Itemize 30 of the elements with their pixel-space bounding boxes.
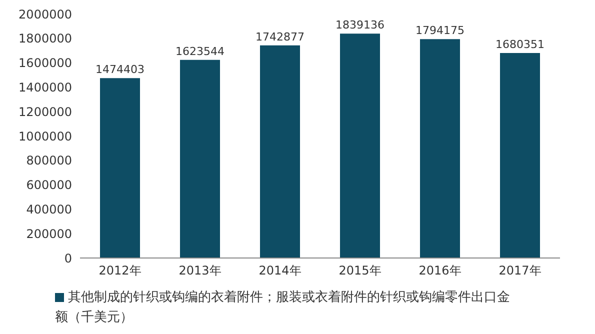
- data-label: 1839136: [336, 18, 384, 32]
- x-tick-label: 2012年: [98, 264, 142, 278]
- y-tick-label: 1000000: [18, 129, 72, 144]
- y-tick-label: 1800000: [18, 32, 72, 46]
- y-tick-label: 600000: [26, 178, 72, 192]
- bar: [180, 60, 220, 258]
- data-label: 1794175: [416, 24, 464, 38]
- y-tick-label: 0: [64, 251, 72, 266]
- y-tick-label: 1400000: [18, 80, 72, 94]
- bar: [420, 39, 460, 258]
- y-tick-label: 1200000: [18, 104, 72, 119]
- x-tick-label: 2013年: [178, 264, 222, 278]
- data-label: 1474403: [96, 63, 144, 76]
- x-tick-label: 2014年: [258, 264, 302, 278]
- y-tick-label: 400000: [26, 202, 72, 216]
- y-tick-label: 200000: [26, 226, 72, 241]
- data-label: 1742877: [256, 30, 304, 44]
- legend-label: 其他制成的针织或钩编的衣着附件；服装或衣着附件的针织或钩编零件出口金额（千美元）: [55, 290, 510, 325]
- data-label: 1623544: [176, 44, 224, 58]
- bar: [260, 45, 300, 258]
- y-tick-label: 2000000: [18, 7, 72, 22]
- y-tick-label: 800000: [26, 154, 72, 168]
- data-label: 1680351: [496, 38, 544, 51]
- x-tick-label: 2016年: [418, 264, 462, 278]
- bar: [340, 34, 380, 258]
- x-tick-label: 2017年: [498, 264, 542, 278]
- x-tick-label: 2015年: [338, 264, 382, 278]
- bar: [500, 52, 540, 258]
- bar: [100, 78, 140, 258]
- y-tick-label: 1600000: [18, 56, 72, 70]
